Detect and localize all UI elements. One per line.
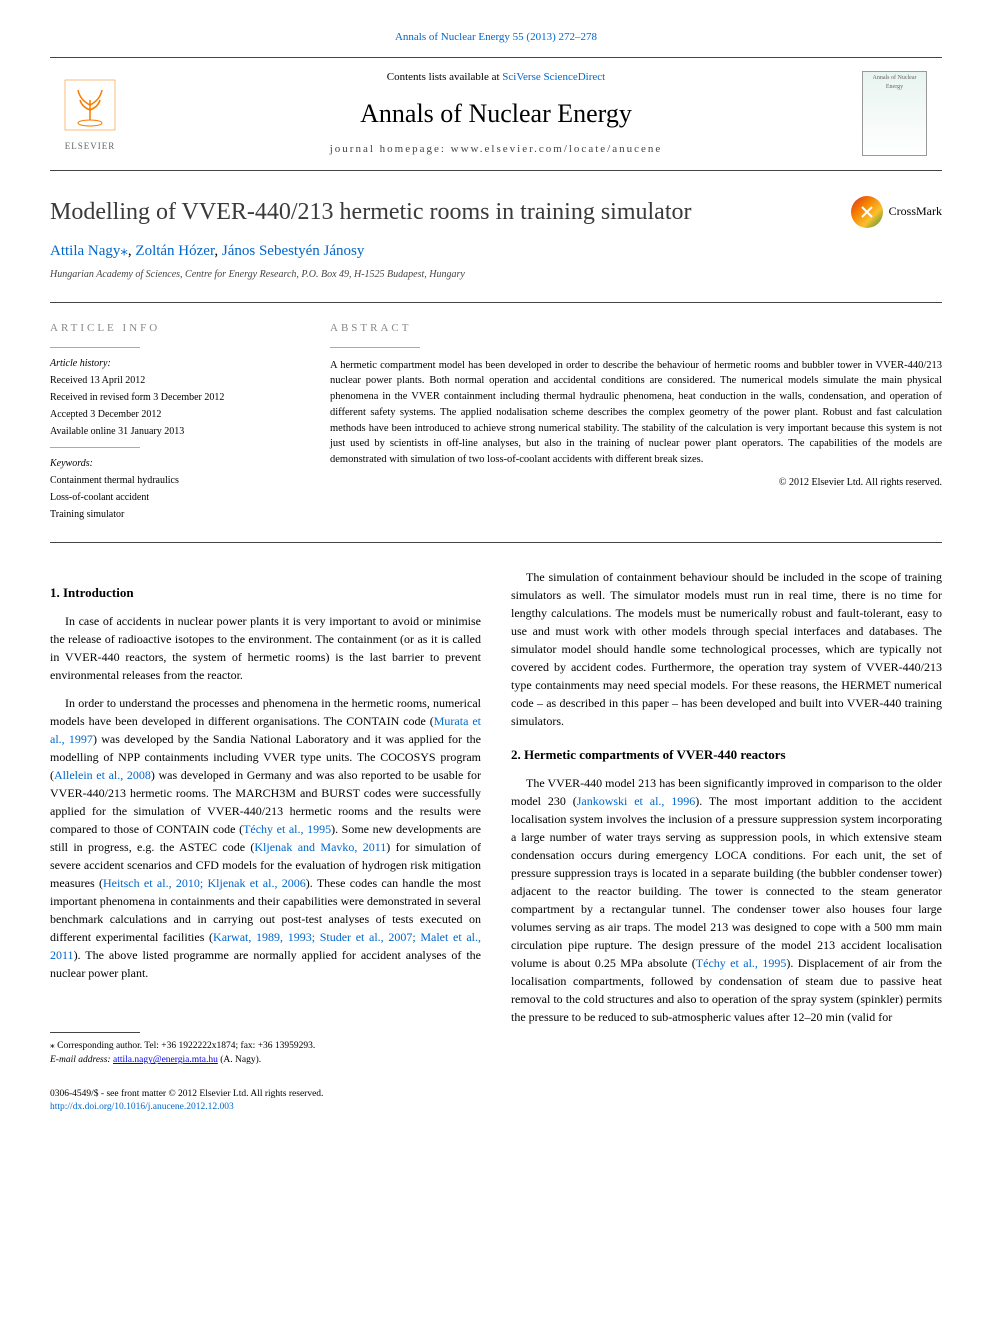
author-link-2[interactable]: Zoltán Hózer: [135, 243, 214, 259]
journal-cover-thumbnail: Annals of Nuclear Energy: [862, 71, 942, 156]
citation-link[interactable]: Téchy et al., 1995: [696, 956, 787, 970]
accepted-date: Accepted 3 December 2012: [50, 407, 300, 422]
keyword-2: Loss-of-coolant accident: [50, 490, 300, 505]
crossmark-badge[interactable]: CrossMark: [851, 196, 942, 228]
citation-link[interactable]: Kljenak and Mavko, 2011: [254, 840, 386, 854]
intro-paragraph-1: In case of accidents in nuclear power pl…: [50, 612, 481, 684]
citation-link[interactable]: Allelein et al., 2008: [54, 768, 151, 782]
abstract-text: A hermetic compartment model has been de…: [330, 358, 942, 468]
intro-paragraph-3: The simulation of containment behaviour …: [511, 568, 942, 730]
article-info-heading: ARTICLE INFO: [50, 321, 300, 336]
abstract-heading: ABSTRACT: [330, 321, 942, 336]
abstract-copyright: © 2012 Elsevier Ltd. All rights reserved…: [330, 476, 942, 490]
keyword-1: Containment thermal hydraulics: [50, 473, 300, 488]
contents-line: Contents lists available at SciVerse Sci…: [130, 70, 862, 85]
crossmark-icon: [851, 196, 883, 228]
issn-line: 0306-4549/$ - see front matter © 2012 El…: [50, 1088, 942, 1101]
journal-masthead: ELSEVIER Contents lists available at Sci…: [50, 57, 942, 170]
email-link[interactable]: attila.nagy@energia.mta.hu: [113, 1055, 218, 1065]
sec2-paragraph-1: The VVER-440 model 213 has been signific…: [511, 774, 942, 1026]
top-citation-link[interactable]: Annals of Nuclear Energy 55 (2013) 272–2…: [395, 31, 597, 43]
elsevier-tree-icon: [60, 75, 120, 135]
sciencedirect-link[interactable]: SciVerse ScienceDirect: [502, 71, 605, 83]
keywords-label: Keywords:: [50, 456, 300, 471]
authors-list: Attila Nagy⁎, Zoltán Hózer, János Sebest…: [50, 241, 942, 262]
citation-link[interactable]: Heitsch et al., 2010; Kljenak et al., 20…: [103, 876, 306, 890]
email-footnote: E-mail address: attila.nagy@energia.mta.…: [50, 1053, 481, 1067]
citation-link[interactable]: Téchy et al., 1995: [243, 822, 331, 836]
page-footer: 0306-4549/$ - see front matter © 2012 El…: [50, 1088, 942, 1115]
intro-paragraph-2: In order to understand the processes and…: [50, 694, 481, 982]
section-heading-2: 2. Hermetic compartments of VVER-440 rea…: [511, 745, 942, 765]
article-info-panel: ARTICLE INFO Article history: Received 1…: [50, 321, 300, 523]
doi-link[interactable]: http://dx.doi.org/10.1016/j.anucene.2012…: [50, 1102, 234, 1112]
corresponding-marker[interactable]: ⁎: [120, 243, 128, 259]
publisher-logo: ELSEVIER: [50, 75, 130, 153]
journal-title: Annals of Nuclear Energy: [130, 96, 862, 132]
corresponding-footnote: ⁎ Corresponding author. Tel: +36 1922222…: [50, 1039, 481, 1053]
author-link-3[interactable]: János Sebestyén Jánosy: [222, 243, 365, 259]
received-date: Received 13 April 2012: [50, 373, 300, 388]
publisher-name: ELSEVIER: [50, 140, 130, 153]
homepage-line: journal homepage: www.elsevier.com/locat…: [130, 142, 862, 157]
online-date: Available online 31 January 2013: [50, 424, 300, 439]
section-heading-intro: 1. Introduction: [50, 583, 481, 603]
crossmark-label: CrossMark: [889, 203, 942, 220]
history-label: Article history:: [50, 356, 300, 371]
article-body: 1. Introduction In case of accidents in …: [50, 568, 942, 1068]
abstract-panel: ABSTRACT A hermetic compartment model ha…: [330, 321, 942, 523]
citation-link[interactable]: Jankowski et al., 1996: [577, 794, 696, 808]
article-title: Modelling of VVER-440/213 hermetic rooms…: [50, 196, 942, 230]
keyword-3: Training simulator: [50, 507, 300, 522]
author-link-1[interactable]: Attila Nagy: [50, 243, 120, 259]
affiliation: Hungarian Academy of Sciences, Centre fo…: [50, 268, 942, 282]
revised-date: Received in revised form 3 December 2012: [50, 390, 300, 405]
